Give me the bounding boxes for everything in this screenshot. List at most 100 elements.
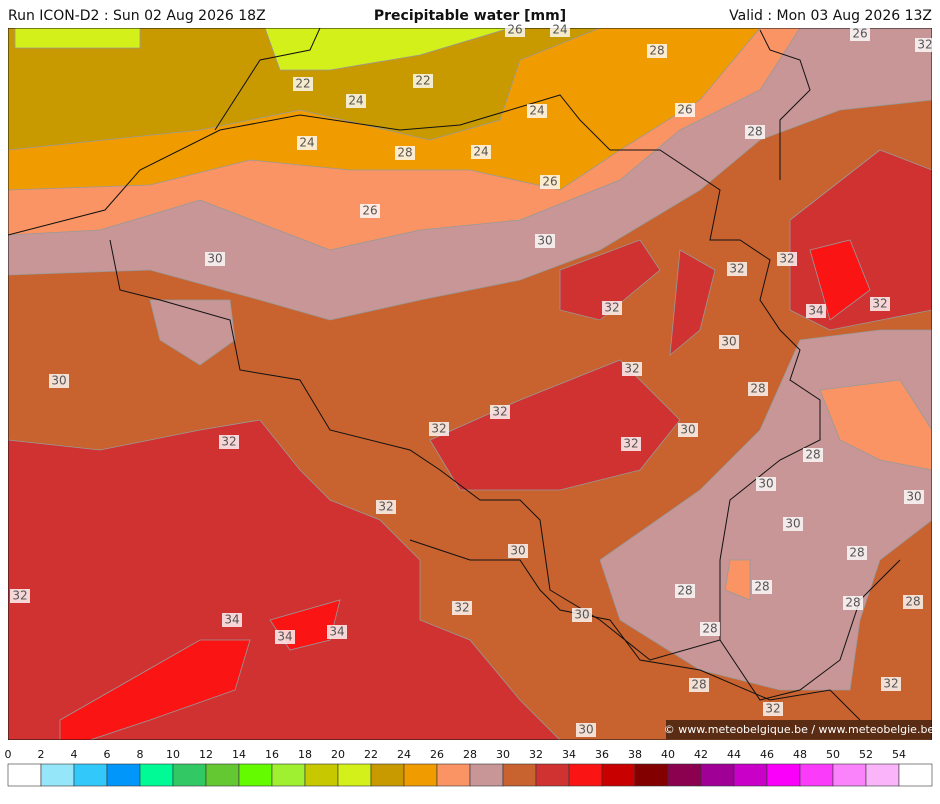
contour-label-box xyxy=(540,175,560,189)
contour-label: 30 xyxy=(758,477,773,491)
colorbar-tick-label: 4 xyxy=(71,748,78,761)
contour-label-box xyxy=(689,678,709,692)
colorbar-tick-label: 44 xyxy=(727,748,741,761)
field xyxy=(59,639,251,740)
colorbar-swatch xyxy=(799,763,834,787)
contour-label-box xyxy=(803,448,823,462)
contour-label-box xyxy=(602,301,622,315)
contour-label: 34 xyxy=(329,625,344,639)
contour-label: 28 xyxy=(750,382,765,396)
contour-label-box xyxy=(675,584,695,598)
colorbar: 0 2 4 6 8 10 12 14 16 18 20 22 24 26 28 30 32 34 36 38 40 42 4… xyxy=(5,748,933,787)
contour-label: 24 xyxy=(552,23,567,37)
contour-label: 32 xyxy=(624,362,639,376)
border xyxy=(8,94,821,661)
contour-label-box xyxy=(903,595,923,609)
colorbar-swatch xyxy=(634,763,669,787)
contour-label: 22 xyxy=(295,77,310,91)
contour-label-box xyxy=(777,252,797,266)
colorbar-tick-label: 12 xyxy=(199,748,213,761)
contour-label: 26 xyxy=(507,23,522,37)
contour-label: 24 xyxy=(348,94,363,108)
colorbar-tick-label: 32 xyxy=(529,748,543,761)
contour-label-box xyxy=(806,304,826,318)
title: Precipitable water [mm] xyxy=(374,8,566,24)
valid-info: Valid : Mon 03 Aug 2026 13Z xyxy=(729,8,932,24)
border xyxy=(214,28,321,131)
border xyxy=(759,29,811,180)
colorbar-tick-label: 36 xyxy=(595,748,609,761)
border xyxy=(719,559,901,701)
colorbar-swatch xyxy=(271,763,306,787)
contour-label: 32 xyxy=(917,38,932,52)
contour-label: 26 xyxy=(677,103,692,117)
contour-label: 32 xyxy=(492,405,507,419)
contour-label-box xyxy=(727,262,747,276)
contour-label-box xyxy=(346,94,366,108)
contour-label-box xyxy=(622,362,642,376)
contour-label-box xyxy=(915,38,935,52)
contour-label: 28 xyxy=(805,448,820,462)
contour-label: 32 xyxy=(779,252,794,266)
contour-label: 30 xyxy=(680,423,695,437)
map: © www.meteobelgique.be / www.meteobelgie… xyxy=(8,23,935,740)
contour-label: 28 xyxy=(747,125,762,139)
contour-label-box xyxy=(535,234,555,248)
colorbar-swatch xyxy=(40,763,75,787)
colorbar-swatch xyxy=(700,763,735,787)
colorbar-swatch xyxy=(7,763,42,787)
credit: © www.meteobelgique.be / www.meteobelgie… xyxy=(664,723,935,736)
contour-label-box xyxy=(850,27,870,41)
contour-label: 26 xyxy=(852,27,867,41)
colorbar-swatch xyxy=(865,763,900,787)
contour-label-box xyxy=(847,546,867,560)
contour-label: 32 xyxy=(378,500,393,514)
contour-label: 24 xyxy=(529,104,544,118)
contour-label-box xyxy=(719,335,739,349)
contour-label-box xyxy=(678,423,698,437)
colorbar-tick-label: 40 xyxy=(661,748,675,761)
contour-label: 28 xyxy=(677,584,692,598)
contour-label: 24 xyxy=(473,145,488,159)
contour-label-box xyxy=(429,422,449,436)
colorbar-tick-label: 6 xyxy=(104,748,111,761)
contour-label: 32 xyxy=(623,437,638,451)
contour-label-box xyxy=(10,589,30,603)
contour-label-box xyxy=(327,625,347,639)
contour-label: 32 xyxy=(12,589,27,603)
colorbar-swatch xyxy=(733,763,768,787)
contour-label-box xyxy=(471,145,491,159)
field xyxy=(149,299,236,366)
contour-label: 30 xyxy=(510,544,525,558)
colorbar-tick-label: 54 xyxy=(892,748,906,761)
colorbar-swatch xyxy=(304,763,339,787)
border xyxy=(409,539,861,721)
contour-label: 30 xyxy=(906,490,921,504)
contour-label-box xyxy=(490,405,510,419)
contour-label-box xyxy=(508,544,528,558)
contour-label-box xyxy=(49,374,69,388)
field xyxy=(724,559,751,601)
colorbar-swatch xyxy=(832,763,867,787)
run-info: Run ICON-D2 : Sun 02 Aug 2026 18Z xyxy=(8,8,266,24)
contour-label-box xyxy=(360,204,380,218)
colorbar-tick-label: 28 xyxy=(463,748,477,761)
field xyxy=(669,249,716,356)
contour-label: 30 xyxy=(537,234,552,248)
field xyxy=(809,239,871,321)
colorbar-swatch xyxy=(568,763,603,787)
colorbar-tick-label: 42 xyxy=(694,748,708,761)
colorbar-swatch xyxy=(337,763,372,787)
colorbar-swatch xyxy=(601,763,636,787)
contour-label: 30 xyxy=(721,335,736,349)
field xyxy=(819,379,932,471)
contour-label-box xyxy=(576,723,596,737)
contour-label: 32 xyxy=(454,601,469,615)
colorbar-tick-label: 10 xyxy=(166,748,180,761)
colorbar-swatch xyxy=(502,763,537,787)
colorbar-tick-label: 18 xyxy=(298,748,312,761)
contour-label: 34 xyxy=(277,630,292,644)
contour-label: 30 xyxy=(207,252,222,266)
colorbar-swatch xyxy=(667,763,702,787)
